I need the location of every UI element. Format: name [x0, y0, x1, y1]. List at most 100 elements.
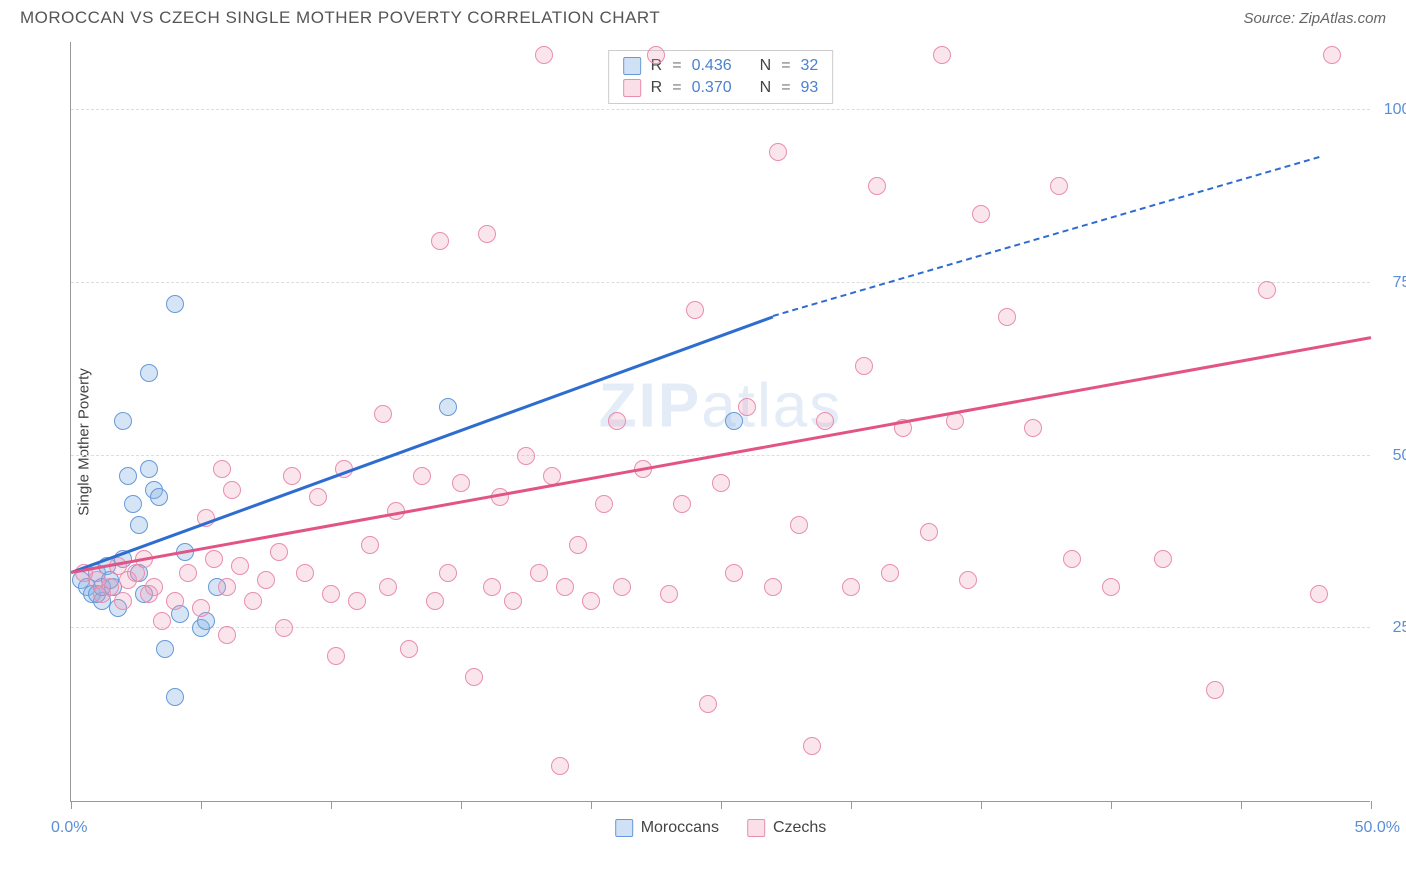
x-tick-label-min: 0.0% — [51, 819, 87, 837]
data-point — [1206, 681, 1224, 699]
gridline — [71, 109, 1370, 110]
data-point — [309, 488, 327, 506]
data-point — [483, 578, 501, 596]
trend-line — [71, 315, 774, 573]
data-point — [223, 481, 241, 499]
data-point — [296, 564, 314, 582]
watermark: ZIPatlas — [599, 371, 842, 442]
data-point — [179, 564, 197, 582]
data-point — [535, 46, 553, 64]
data-point — [166, 688, 184, 706]
data-point — [517, 447, 535, 465]
legend-item-czechs: Czechs — [747, 819, 826, 837]
x-tick — [331, 801, 332, 809]
data-point — [881, 564, 899, 582]
data-point — [725, 412, 743, 430]
data-point — [660, 585, 678, 603]
gridline — [71, 627, 1370, 628]
data-point — [1063, 550, 1081, 568]
y-tick-label: 25.0% — [1393, 619, 1406, 637]
data-point — [275, 619, 293, 637]
x-tick — [1371, 801, 1372, 809]
data-point — [124, 495, 142, 513]
data-point — [218, 626, 236, 644]
data-point — [114, 592, 132, 610]
data-point — [1154, 550, 1172, 568]
data-point — [327, 647, 345, 665]
data-point — [769, 143, 787, 161]
data-point — [699, 695, 717, 713]
data-point — [855, 357, 873, 375]
swatch-pink-icon — [623, 79, 641, 97]
x-tick — [721, 801, 722, 809]
data-point — [439, 564, 457, 582]
plot-area: ZIPatlas R=0.436 N=32 R=0.370 N=93 Moroc… — [70, 42, 1370, 802]
data-point — [379, 578, 397, 596]
data-point — [998, 308, 1016, 326]
data-point — [114, 412, 132, 430]
data-point — [439, 398, 457, 416]
swatch-blue-icon — [623, 57, 641, 75]
data-point — [213, 460, 231, 478]
data-point — [231, 557, 249, 575]
series-legend: Moroccans Czechs — [615, 819, 827, 837]
data-point — [556, 578, 574, 596]
data-point — [569, 536, 587, 554]
data-point — [972, 205, 990, 223]
data-point — [920, 523, 938, 541]
data-point — [1258, 281, 1276, 299]
data-point — [153, 612, 171, 630]
gridline — [71, 282, 1370, 283]
data-point — [166, 295, 184, 313]
data-point — [140, 460, 158, 478]
data-point — [842, 578, 860, 596]
data-point — [673, 495, 691, 513]
data-point — [712, 474, 730, 492]
data-point — [738, 398, 756, 416]
data-point — [1024, 419, 1042, 437]
x-tick — [981, 801, 982, 809]
data-point — [764, 578, 782, 596]
data-point — [582, 592, 600, 610]
data-point — [725, 564, 743, 582]
x-tick — [591, 801, 592, 809]
data-point — [790, 516, 808, 534]
data-point — [431, 232, 449, 250]
data-point — [140, 364, 158, 382]
data-point — [166, 592, 184, 610]
legend-item-moroccans: Moroccans — [615, 819, 719, 837]
data-point — [244, 592, 262, 610]
data-point — [1050, 177, 1068, 195]
data-point — [595, 495, 613, 513]
x-tick — [201, 801, 202, 809]
data-point — [530, 564, 548, 582]
y-tick-label: 75.0% — [1393, 274, 1406, 292]
data-point — [257, 571, 275, 589]
data-point — [647, 46, 665, 64]
data-point — [205, 550, 223, 568]
data-point — [1102, 578, 1120, 596]
data-point — [426, 592, 444, 610]
data-point — [933, 46, 951, 64]
data-point — [400, 640, 418, 658]
data-point — [283, 467, 301, 485]
x-tick-label-max: 50.0% — [1355, 819, 1400, 837]
data-point — [322, 585, 340, 603]
trend-line — [773, 157, 1320, 318]
data-point — [959, 571, 977, 589]
data-point — [478, 225, 496, 243]
data-point — [218, 578, 236, 596]
data-point — [145, 578, 163, 596]
data-point — [270, 543, 288, 561]
data-point — [465, 668, 483, 686]
data-point — [452, 474, 470, 492]
data-point — [613, 578, 631, 596]
x-tick — [1241, 801, 1242, 809]
chart-title: MOROCCAN VS CZECH SINGLE MOTHER POVERTY … — [20, 8, 660, 28]
data-point — [150, 488, 168, 506]
data-point — [348, 592, 366, 610]
data-point — [608, 412, 626, 430]
data-point — [816, 412, 834, 430]
data-point — [156, 640, 174, 658]
swatch-pink-icon — [747, 819, 765, 837]
